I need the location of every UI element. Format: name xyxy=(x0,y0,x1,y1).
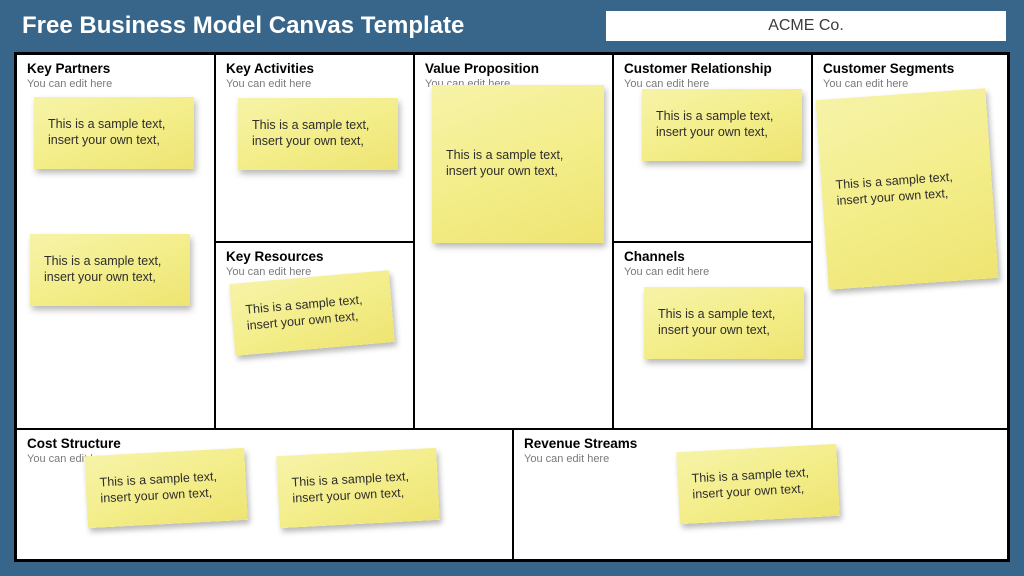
cell-title: Customer Segments xyxy=(823,61,997,77)
sticky-text: This is a sample text, insert your own t… xyxy=(656,109,788,140)
sticky-text: This is a sample text, insert your own t… xyxy=(658,307,790,338)
sticky-note[interactable]: This is a sample text, insert your own t… xyxy=(644,287,804,359)
sticky-note[interactable]: This is a sample text, insert your own t… xyxy=(229,270,395,356)
sticky-note[interactable]: This is a sample text, insert your own t… xyxy=(676,444,840,524)
sticky-note[interactable]: This is a sample text, insert your own t… xyxy=(816,88,999,289)
sticky-text: This is a sample text, insert your own t… xyxy=(99,469,232,507)
sticky-note[interactable]: This is a sample text, insert your own t… xyxy=(276,448,440,528)
cell-subtitle: You can edit here xyxy=(624,266,801,278)
cell-title: Key Partners xyxy=(27,61,204,77)
sticky-text: This is a sample text, insert your own t… xyxy=(48,117,180,148)
cell-subtitle: You can edit here xyxy=(27,78,204,90)
sticky-note[interactable]: This is a sample text, insert your own t… xyxy=(432,85,604,243)
cell-title: Key Activities xyxy=(226,61,403,77)
cell-subtitle: You can edit here xyxy=(823,78,997,90)
sticky-text: This is a sample text, insert your own t… xyxy=(245,292,379,335)
cell-title: Customer Relationship xyxy=(624,61,801,77)
header-bar: Free Business Model Canvas Template ACME… xyxy=(0,0,1024,52)
sticky-text: This is a sample text, insert your own t… xyxy=(291,469,424,507)
cell-title: Key Resources xyxy=(226,249,403,265)
sticky-text: This is a sample text, insert your own t… xyxy=(252,118,384,149)
cell-title: Value Proposition xyxy=(425,61,602,77)
sticky-note[interactable]: This is a sample text, insert your own t… xyxy=(30,234,190,306)
sticky-text: This is a sample text, insert your own t… xyxy=(691,465,824,503)
sticky-note[interactable]: This is a sample text, insert your own t… xyxy=(238,98,398,170)
company-name-box[interactable]: ACME Co. xyxy=(606,11,1006,41)
sticky-text: This is a sample text, insert your own t… xyxy=(44,254,176,285)
sticky-note[interactable]: This is a sample text, insert your own t… xyxy=(84,448,248,528)
cell-title: Channels xyxy=(624,249,801,265)
cell-subtitle: You can edit here xyxy=(624,78,801,90)
cell-subtitle: You can edit here xyxy=(226,78,403,90)
sticky-text: This is a sample text, insert your own t… xyxy=(446,148,590,179)
page-title: Free Business Model Canvas Template xyxy=(22,12,464,40)
sticky-text: This is a sample text, insert your own t… xyxy=(835,168,979,209)
sticky-note[interactable]: This is a sample text, insert your own t… xyxy=(34,97,194,169)
sticky-note[interactable]: This is a sample text, insert your own t… xyxy=(642,89,802,161)
